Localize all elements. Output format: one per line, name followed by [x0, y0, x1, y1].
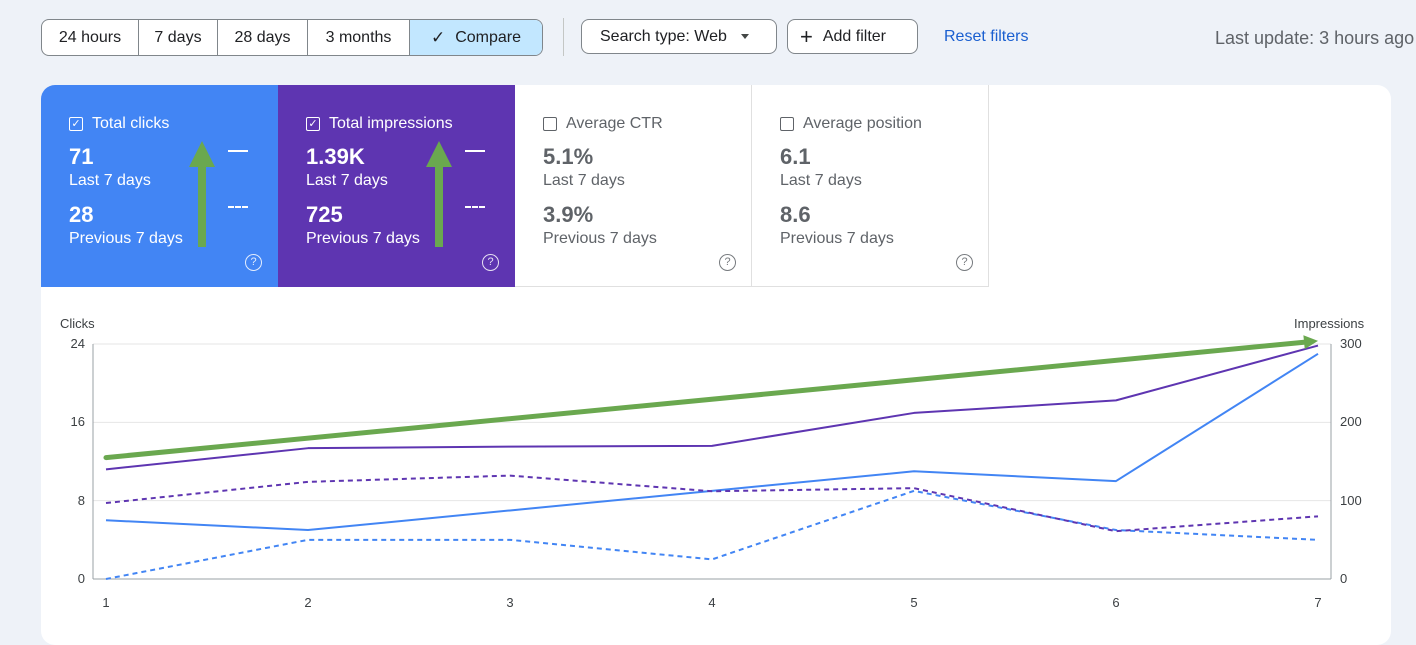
check-icon: ✓ — [430, 27, 446, 47]
reset-filters-link[interactable]: Reset filters — [944, 28, 1029, 45]
metric-period-label: Last 7 days — [543, 172, 625, 189]
performance-card: ✓ Total clicks 71 Last 7 days 28 Previou… — [41, 85, 1391, 645]
checkbox-checked-icon[interactable]: ✓ — [306, 117, 320, 131]
metric-period-label: Last 7 days — [69, 172, 151, 189]
x-axis-tick-label: 1 — [102, 595, 110, 610]
metric-value: 6.1 — [780, 144, 811, 169]
legend-solid-line — [465, 150, 485, 152]
compare-label: Compare — [455, 28, 522, 46]
x-axis-tick-label: 5 — [910, 595, 918, 610]
add-filter-button[interactable]: + Add filter — [787, 19, 918, 54]
impressions-current-series-line — [105, 344, 1319, 471]
help-icon[interactable]: ? — [482, 254, 499, 271]
range-24-hours[interactable]: 24 hours — [42, 20, 139, 55]
range-28-days[interactable]: 28 days — [218, 20, 308, 55]
search-type-dropdown[interactable]: Search type: Web — [581, 19, 777, 54]
metric-value: 5.1% — [543, 144, 594, 169]
help-icon[interactable]: ? — [956, 254, 973, 271]
performance-line-chart — [92, 335, 1332, 580]
date-range-selector: 24 hours 7 days 28 days 3 months ✓ Compa… — [41, 19, 543, 56]
x-axis-tick-label: 4 — [708, 595, 716, 610]
dropdown-caret-icon — [740, 34, 749, 39]
metric-label: Average position — [803, 115, 922, 132]
right-axis-title: Impressions — [1294, 316, 1365, 331]
metric-total-clicks[interactable]: ✓ Total clicks 71 Last 7 days 28 Previou… — [41, 85, 278, 287]
metric-previous-label: Previous 7 days — [780, 230, 894, 247]
metric-previous-label: Previous 7 days — [69, 230, 183, 247]
x-axis-tick-label: 3 — [506, 595, 514, 610]
metric-value: 1.39K — [306, 144, 365, 169]
legend-dashed-line — [465, 206, 485, 208]
legend-dashed-line — [228, 206, 248, 208]
metric-value: 71 — [69, 144, 94, 169]
left-axis-tick-label: 16 — [70, 414, 85, 430]
range-7-days[interactable]: 7 days — [139, 20, 218, 55]
search-type-label: Search type: Web — [600, 27, 727, 45]
metric-average-ctr[interactable]: Average CTR 5.1% Last 7 days 3.9% Previo… — [515, 85, 752, 287]
metric-period-label: Last 7 days — [780, 172, 862, 189]
right-axis-tick-label: 200 — [1340, 414, 1362, 430]
metric-previous-label: Previous 7 days — [543, 230, 657, 247]
last-update-text: Last update: 3 hours ago — [1215, 28, 1415, 48]
legend-solid-line — [228, 150, 248, 152]
help-icon[interactable]: ? — [719, 254, 736, 271]
metric-label: Average CTR — [566, 115, 663, 132]
left-axis-tick-label: 8 — [77, 492, 85, 508]
right-axis-tick-label: 0 — [1340, 571, 1348, 586]
green-up-arrow-annotation — [189, 141, 215, 247]
toolbar-divider — [563, 18, 564, 56]
trend-arrow-shaft — [103, 339, 1307, 461]
add-filter-label: Add filter — [822, 27, 886, 45]
x-axis-tick-label: 2 — [304, 595, 312, 610]
checkbox-checked-icon[interactable]: ✓ — [69, 117, 83, 131]
metric-average-position[interactable]: Average position 6.1 Last 7 days 8.6 Pre… — [752, 85, 989, 287]
metric-previous-value: 3.9% — [543, 202, 594, 227]
plus-icon: + — [800, 23, 813, 49]
right-axis-tick-label: 100 — [1340, 492, 1362, 508]
compare-button[interactable]: ✓ Compare — [410, 20, 542, 55]
metric-previous-value: 725 — [306, 202, 343, 227]
left-axis-tick-label: 24 — [70, 336, 85, 351]
metric-previous-value: 8.6 — [780, 202, 811, 227]
metric-period-label: Last 7 days — [306, 172, 388, 189]
checkbox-unchecked-icon[interactable] — [543, 117, 557, 131]
green-up-arrow-annotation — [426, 141, 452, 247]
metric-total-impressions[interactable]: ✓ Total impressions 1.39K Last 7 days 72… — [278, 85, 515, 287]
checkbox-unchecked-icon[interactable] — [780, 117, 794, 131]
metric-label: Total clicks — [92, 115, 170, 132]
x-axis-tick-label: 7 — [1314, 595, 1322, 610]
left-axis-title: Clicks — [60, 316, 95, 331]
trend-arrow-head — [1303, 335, 1318, 350]
metric-previous-label: Previous 7 days — [306, 230, 420, 247]
impressions-previous-series-line — [105, 474, 1319, 533]
left-axis-tick-label: 0 — [77, 571, 85, 586]
right-axis-tick-label: 300 — [1340, 336, 1362, 351]
clicks-previous-series-line — [105, 489, 1319, 580]
x-axis-tick-label: 6 — [1112, 595, 1120, 610]
range-3-months[interactable]: 3 months — [308, 20, 410, 55]
metric-label: Total impressions — [329, 115, 453, 132]
metric-previous-value: 28 — [69, 202, 94, 227]
help-icon[interactable]: ? — [245, 254, 262, 271]
